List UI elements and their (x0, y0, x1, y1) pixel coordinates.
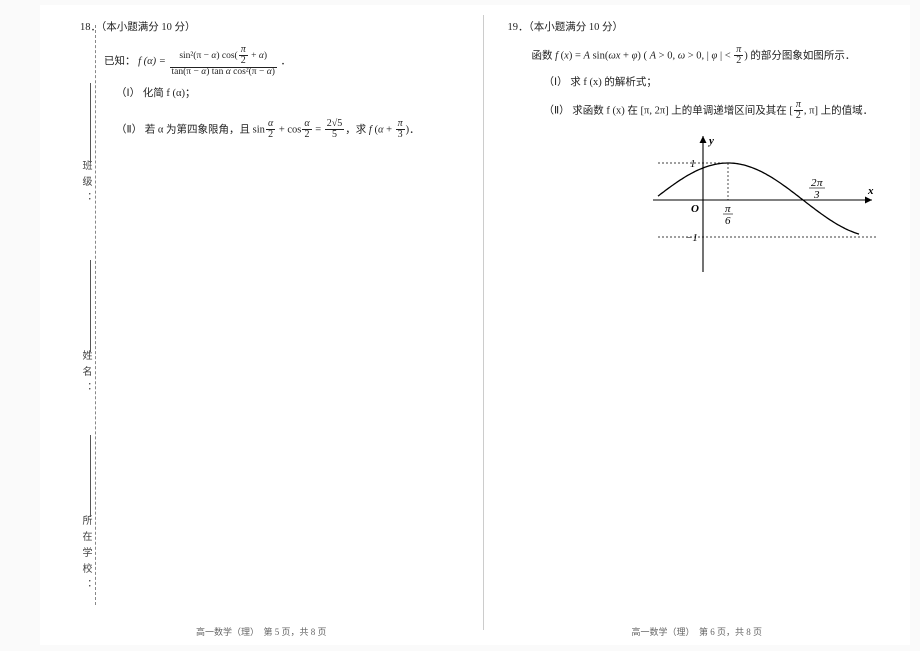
q18-lhs: f (α) = (138, 56, 166, 67)
q19-graph: Oxy1−1π62π3 (648, 130, 889, 287)
left-footer: 高一数学（理） 第 5 页，共 8 页 (40, 625, 483, 639)
q18-number: 18． (80, 22, 101, 33)
q18-header: 18．（本小题满分 10 分） (80, 20, 461, 37)
svg-text:x: x (867, 185, 874, 197)
q18-p1-label: （Ⅰ） (116, 88, 140, 99)
q19-part1: （Ⅰ） 求 f (x) 的解析式； (508, 75, 889, 92)
svg-text:y: y (707, 135, 714, 147)
q19-l1-c: ) 的部分图象如图所示． (744, 50, 855, 61)
right-footer: 高一数学（理） 第 6 页，共 8 页 (484, 625, 911, 639)
svg-text:1: 1 (690, 158, 696, 170)
q19-p2-label: （Ⅱ） (544, 105, 570, 116)
q19-l1-a: 函数 (532, 50, 553, 61)
q19-part2: （Ⅱ） 求函数 f (x) 在 [π, 2π] 上的单调递增区间及其在 [π2,… (508, 100, 889, 122)
svg-text:π: π (725, 203, 731, 215)
exam-sheet: 班级： 姓名： 所在学校： 18．（本小题满分 10 分） 已知： f (α) … (40, 5, 910, 645)
q19-p1-label: （Ⅰ） (544, 77, 568, 88)
q19-points: （本小题满分 10 分） (529, 22, 624, 33)
q19-header: 19．（本小题满分 10 分） (508, 20, 889, 37)
svg-text:3: 3 (813, 189, 820, 201)
q19-line1: 函数 f (x) = A sin(ωx + φ) ( A > 0, ω > 0,… (508, 45, 889, 67)
sine-graph-svg: Oxy1−1π62π3 (648, 130, 878, 280)
q18-part2: （Ⅱ） 若 α 为第四象限角，且 sinα2 + cosα2 = 2√55，求 … (80, 119, 461, 141)
q18-part1: （Ⅰ） 化简 f (α)； (80, 86, 461, 103)
q18-p2-a: 若 α 为第四象限角，且 sin (145, 124, 265, 135)
q18-points: （本小题满分 10 分） (101, 22, 196, 33)
svg-text:6: 6 (725, 215, 731, 227)
svg-text:−1: −1 (685, 232, 698, 244)
page-right: 19．（本小题满分 10 分） 函数 f (x) = A sin(ωx + φ)… (484, 5, 911, 645)
q18-p2-b: ，求 (345, 124, 366, 135)
page-left: 18．（本小题满分 10 分） 已知： f (α) = sin²(π − α) … (40, 5, 483, 645)
q19-p2-a: 求函数 f (x) 在 [π, 2π] 上的单调递增区间及其在 [ (572, 105, 793, 116)
q18-p1-text: 化简 f (α)； (143, 88, 196, 99)
q19-number: 19． (508, 22, 529, 33)
q19-p2-b: , π] 上的值域． (804, 105, 873, 116)
q18-given-prefix: 已知： (104, 56, 136, 67)
q19-p1-text: 求 f (x) 的解析式； (570, 77, 657, 88)
q18-given: 已知： f (α) = sin²(π − α) cos(π2 + α) tan(… (80, 45, 461, 78)
svg-text:π: π (817, 177, 823, 189)
svg-text:O: O (691, 203, 699, 215)
q18-p2-label: （Ⅱ） (116, 124, 142, 135)
